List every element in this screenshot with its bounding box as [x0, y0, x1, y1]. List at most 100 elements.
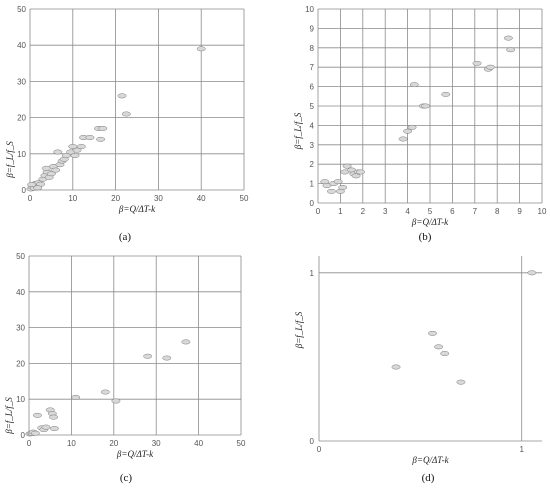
y-tick-label: 0 [310, 199, 315, 208]
x-tick-label: 7 [473, 207, 478, 216]
data-point [434, 344, 444, 350]
data-point [121, 111, 131, 117]
data-point [472, 60, 482, 66]
y-tick-label: 9 [310, 24, 315, 33]
chart-panel-b: 0 1 2 3 4 5 6 7 8 9 10 0 1 2 3 4 5 6 7 8 9 10 β=Q/ΔT-k β=f_L/f_… [293, 5, 547, 243]
x-tick-label: 40 [194, 439, 203, 448]
y-tick-label: 2 [310, 160, 315, 169]
data-point [27, 182, 37, 188]
data-point [49, 426, 59, 432]
y-tick-label: 4 [310, 121, 315, 130]
data-point [33, 412, 42, 418]
data-point [162, 355, 172, 361]
data-point [503, 35, 513, 41]
chart-panel-d: 0 1 0 1 β=Q/ΔT-k β=f_L/f_S (d) [294, 256, 542, 484]
data-point [506, 47, 516, 53]
x-tick-label: 0 [28, 194, 33, 203]
data-point [117, 93, 127, 99]
x-tick-label: 1 [520, 445, 525, 454]
x-tick-label: 9 [517, 207, 522, 216]
y-axis-label: β=f_L/f_S [294, 311, 304, 349]
y-tick-label: 30 [17, 77, 26, 86]
data-point [49, 414, 59, 420]
data-point [46, 171, 56, 177]
x-tick-label: 0 [27, 439, 32, 448]
x-tick-label: 50 [237, 439, 246, 448]
data-point [53, 149, 63, 155]
y-tick-label: 40 [16, 288, 25, 297]
x-tick-label: 10 [67, 439, 76, 448]
y-tick-label: 1 [310, 180, 315, 189]
data-point [196, 46, 206, 52]
y-axis-label: β=f_L/f_S [5, 141, 15, 179]
x-tick-label: 6 [450, 207, 455, 216]
x-tick-label: 40 [197, 194, 206, 203]
data-point [111, 398, 121, 404]
y-tick-label: 40 [17, 41, 26, 50]
panel-caption: (d) [422, 472, 435, 484]
x-axis-label: β=Q/ΔT-k [116, 449, 154, 459]
panel-caption: (a) [119, 231, 132, 243]
data-point [76, 144, 86, 150]
chart-panel-a: 0 10 20 30 40 50 0 10 20 30 40 50 β=Q/ΔT-k β=f_L/f_S (… [5, 5, 249, 243]
x-axis-label: β=Q/ΔT-k [411, 217, 449, 227]
data-point [181, 339, 191, 345]
data-point [441, 91, 451, 97]
data-point [421, 103, 430, 109]
y-tick-label: 3 [310, 141, 315, 150]
data-point [30, 430, 40, 436]
data-point [100, 389, 110, 395]
data-point [356, 169, 366, 175]
y-tick-label: 8 [310, 44, 315, 53]
data-point [70, 153, 80, 159]
data-point [403, 128, 413, 134]
y-axis-label: β=f_L/f_S [4, 397, 14, 435]
data-point [407, 124, 417, 130]
y-tick-label: 6 [310, 83, 315, 92]
data-point [333, 179, 343, 185]
y-tick-label: 1 [310, 269, 315, 278]
data-point [398, 136, 408, 142]
x-tick-label: 20 [111, 194, 120, 203]
panel-caption: (b) [419, 231, 432, 243]
data-point [456, 379, 466, 385]
data-point [486, 64, 495, 70]
y-tick-label: 0 [22, 186, 27, 195]
x-tick-label: 50 [240, 194, 249, 203]
x-tick-label: 0 [316, 207, 321, 216]
y-tick-label: 0 [21, 431, 26, 440]
x-tick-label: 5 [428, 207, 433, 216]
x-axis-label: β=Q/ΔT-k [118, 204, 156, 214]
y-tick-label: 10 [17, 150, 26, 159]
y-tick-label: 50 [17, 5, 26, 14]
y-tick-label: 0 [310, 437, 315, 446]
x-tick-label: 4 [405, 207, 410, 216]
chart-panel-c: 0 10 20 30 40 50 0 10 20 30 40 50 β=Q/ΔT-k β=f_L/f_S (… [4, 252, 246, 484]
data-point [342, 163, 352, 169]
data-point [72, 147, 82, 153]
y-tick-label: 30 [16, 324, 25, 333]
x-tick-label: 2 [361, 207, 366, 216]
panel-caption: (c) [120, 472, 133, 484]
data-point [428, 330, 437, 336]
x-tick-label: 30 [152, 439, 161, 448]
y-tick-label: 5 [310, 102, 315, 111]
data-point [71, 394, 81, 400]
data-point [51, 167, 61, 173]
x-tick-label: 10 [68, 194, 77, 203]
y-tick-label: 7 [310, 63, 315, 72]
x-tick-label: 20 [109, 439, 118, 448]
y-tick-label: 50 [16, 252, 25, 261]
y-tick-label: 10 [305, 5, 314, 14]
x-tick-label: 3 [383, 207, 388, 216]
x-axis-label: β=Q/ΔT-k [411, 455, 449, 465]
x-tick-label: 10 [538, 207, 547, 216]
data-point [41, 424, 51, 430]
data-point [338, 185, 348, 190]
x-tick-label: 0 [317, 445, 322, 454]
x-tick-label: 30 [154, 194, 163, 203]
data-point [391, 364, 401, 370]
y-axis-label: β=f_L/f_S [293, 112, 303, 150]
x-tick-label: 1 [338, 207, 343, 216]
